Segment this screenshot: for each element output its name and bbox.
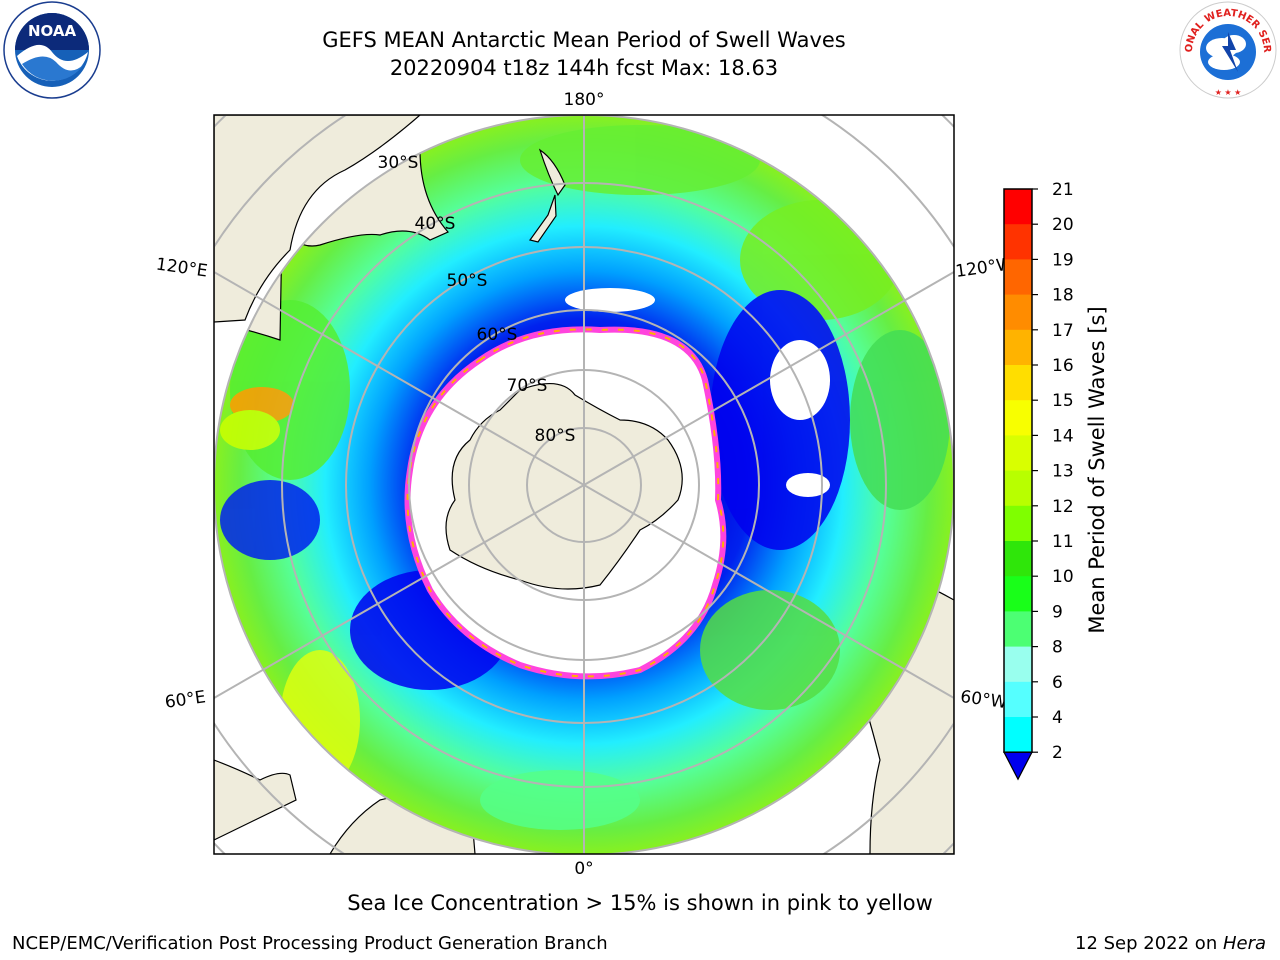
antarctica-land — [445, 383, 683, 590]
chart-title: GEFS MEAN Antarctic Mean Period of Swell… — [322, 28, 846, 52]
footer-date: 12 Sep 2022 on Hera — [1075, 933, 1266, 954]
colorbar-tick-label: 12 — [1052, 497, 1074, 517]
lon-label-60w: 60°W — [959, 687, 1008, 713]
colorbar-segment — [1004, 541, 1032, 577]
colorbar-segment — [1004, 717, 1032, 753]
colorbar-segment — [1004, 365, 1032, 401]
colorbar-tick-label: 13 — [1052, 462, 1074, 482]
colorbar-segment — [1004, 470, 1032, 507]
footer-host: Hera — [1222, 933, 1266, 954]
map-area — [214, 115, 954, 854]
lat-label-60s: 60°S — [477, 325, 518, 345]
colorbar-tick-label: 15 — [1052, 391, 1074, 411]
colorbar-tick-label: 20 — [1052, 215, 1074, 235]
svg-text:★ ★ ★: ★ ★ ★ — [1215, 88, 1242, 97]
footer-date-text: 12 Sep 2022 on — [1075, 933, 1223, 954]
map-frame — [213, 114, 955, 855]
lon-label-180: 180° — [564, 90, 605, 110]
lat-label-70s: 70°S — [507, 376, 548, 396]
colorbar-segment — [1004, 681, 1032, 718]
lon-label-0: 0° — [574, 859, 593, 879]
footer-credit: NCEP/EMC/Verification Post Processing Pr… — [12, 933, 608, 954]
lat-label-50s: 50°S — [447, 271, 488, 291]
colorbar-segment — [1004, 259, 1032, 296]
lat-label-40s: 40°S — [415, 214, 456, 234]
nws-logo-icon: NATIONAL WEATHER SERVICE ★ ★ ★ — [1176, 0, 1277, 99]
colorbar-tick-label: 4 — [1052, 708, 1063, 728]
colorbar-tick-label: 21 — [1052, 180, 1074, 200]
colorbar-tick-label: 9 — [1052, 602, 1063, 622]
colorbar-segment — [1004, 329, 1032, 366]
colorbar-segment — [1004, 611, 1032, 648]
graticule — [214, 115, 954, 854]
chart-subtitle: 20220904 t18z 144h fcst Max: 18.63 — [389, 56, 779, 80]
colorbar-tick-label: 10 — [1052, 567, 1074, 587]
lat-label-30s: 30°S — [378, 153, 419, 173]
colorbar-tick-label: 6 — [1052, 673, 1063, 693]
lon-label-120e: 120°E — [155, 255, 209, 282]
colorbar-segment — [1004, 189, 1032, 225]
noaa-logo-text: NOAA — [28, 22, 77, 40]
sea-ice-caption: Sea Ice Concentration > 15% is shown in … — [347, 891, 933, 915]
lat-label-80s: 80°S — [535, 426, 576, 446]
colorbar-segment — [1004, 400, 1032, 436]
colorbar-label: Mean Period of Swell Waves [s] — [1085, 306, 1109, 634]
colorbar-segment — [1004, 505, 1032, 542]
colorbar-extend-arrow — [1003, 751, 1033, 781]
colorbar-tick-label: 16 — [1052, 356, 1074, 376]
noaa-logo-icon: NOAA — [3, 1, 101, 99]
colorbar-tick-label: 14 — [1052, 426, 1074, 446]
colorbar-tick-label: 2 — [1052, 743, 1063, 763]
colorbar-segment — [1004, 435, 1032, 472]
colorbar-segment — [1004, 576, 1032, 612]
colorbar-tick-label: 19 — [1052, 250, 1074, 270]
colorbar-tick-label: 8 — [1052, 638, 1063, 658]
colorbar-tick-label: 18 — [1052, 286, 1074, 306]
lon-label-60e: 60°E — [164, 687, 207, 712]
colorbar-segment — [1004, 224, 1032, 260]
colorbar-segment — [1004, 646, 1032, 683]
colorbar: 21 20 19 18 17 16 15 14 13 12 11 10 9 8 6 4 2 — [1003, 180, 1074, 781]
colorbar-tick-label: 11 — [1052, 532, 1074, 552]
colorbar-tick-label: 17 — [1052, 321, 1074, 341]
colorbar-segment — [1004, 294, 1032, 331]
